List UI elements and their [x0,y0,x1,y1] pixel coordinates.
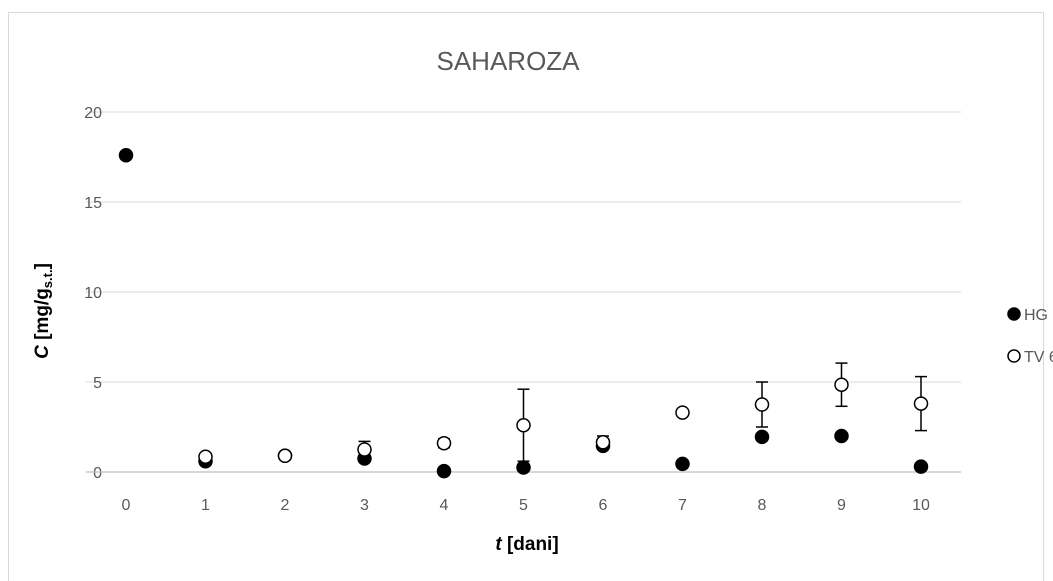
point-tv6-4 [436,435,452,451]
y-tick-label-10: 10 [84,285,102,302]
y-axis-ticks: 0 5 10 15 20 [84,105,102,482]
x-axis-title: t [dani] [495,534,558,555]
point-hg-9 [834,428,849,444]
legend: HG TV 6 [1007,307,1053,366]
y-tick-label-0: 0 [93,465,102,482]
series-tv6 [198,362,929,464]
point-hg-4 [436,463,452,479]
x-axis-unit: [dani] [507,534,559,555]
x-axis-symbol: t [495,534,502,555]
series-layer [118,147,929,479]
legend-item-hg: HG [1007,307,1048,324]
point-hg-10 [913,459,929,474]
x-tick-label-1: 1 [201,497,210,514]
x-tick-label-2: 2 [281,497,290,514]
x-tick-label-3: 3 [360,497,369,514]
x-tick-label-7: 7 [678,497,687,514]
x-tick-label-10: 10 [912,497,930,514]
point-tv6-2 [277,448,293,464]
x-tick-label-4: 4 [440,497,449,514]
legend-marker-tv6 [1007,349,1021,363]
y-tick-label-20: 20 [84,105,102,122]
y-axis-unit-suffix: ] [32,263,53,269]
point-tv6-3 [357,442,372,457]
point-tv6-9 [834,377,849,392]
y-axis-symbol: C [32,345,53,359]
y-axis-unit-subscript: s.t. [40,269,55,288]
point-tv6-1 [198,449,213,464]
point-hg-7 [675,456,690,472]
y-axis-unit-prefix: [mg/g [32,288,53,340]
legend-label-tv6: TV 6 [1024,349,1053,366]
y-axis-title: C [mg/gs.t.] [32,263,55,359]
x-tick-label-8: 8 [758,497,767,514]
x-tick-label-5: 5 [519,497,528,514]
x-tick-label-9: 9 [837,497,846,514]
chart-title: SAHAROZA [436,46,580,76]
point-hg-0 [118,147,134,163]
point-tv6-10 [913,396,929,411]
legend-label-hg: HG [1024,307,1048,324]
point-tv6-5 [516,417,531,433]
point-hg-8 [754,429,770,445]
point-hg-5 [516,460,531,475]
legend-item-tv6: TV 6 [1007,349,1053,366]
x-axis-ticks: 0 1 2 3 4 5 6 7 8 9 10 [122,497,930,514]
x-tick-label-0: 0 [122,497,131,514]
chart-frame [8,12,1044,581]
legend-marker-hg [1007,307,1021,321]
gridlines [86,111,961,383]
y-tick-label-15: 15 [84,195,102,212]
point-tv6-6 [595,435,611,450]
point-tv6-8 [754,397,770,412]
point-tv6-7 [675,405,690,420]
y-tick-label-5: 5 [93,375,102,392]
x-tick-label-6: 6 [599,497,608,514]
